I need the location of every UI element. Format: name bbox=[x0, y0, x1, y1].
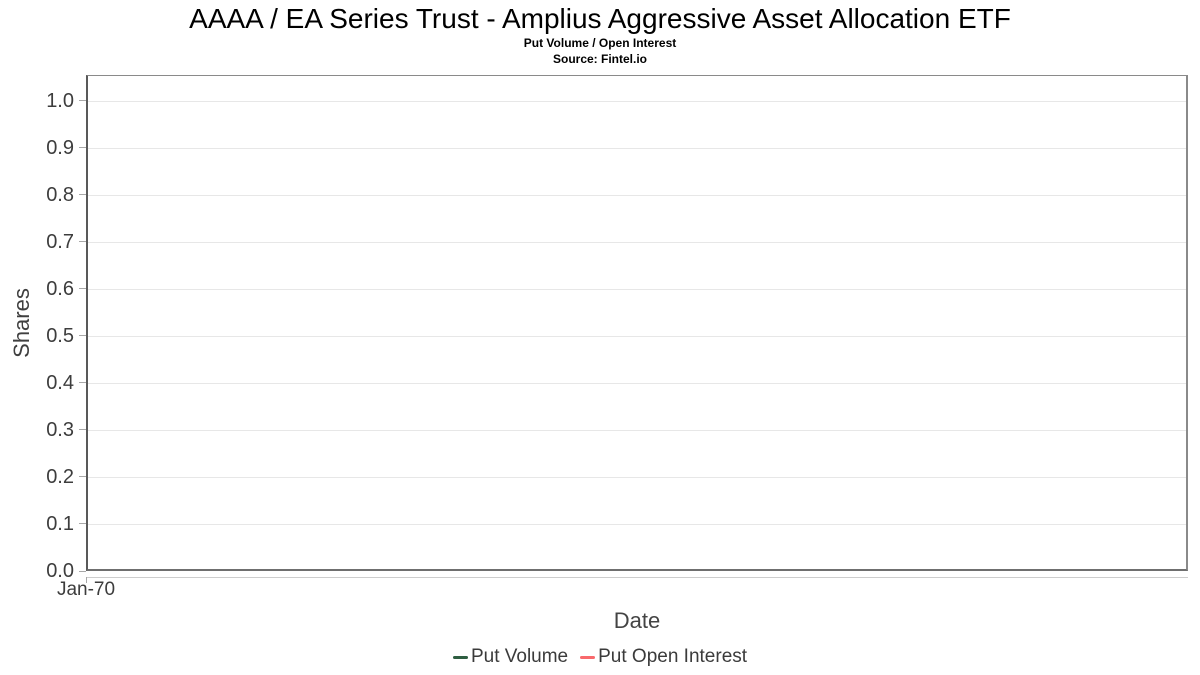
legend: Put Volume Put Open Interest bbox=[0, 646, 1200, 668]
x-axis-title: Date bbox=[613, 608, 661, 633]
x-tick-mark bbox=[86, 577, 87, 583]
y-tick-label: 0.9 bbox=[46, 136, 74, 159]
y-tick-label: 0.2 bbox=[46, 465, 74, 488]
y-gridline bbox=[88, 195, 1186, 197]
y-tick-label: 0.7 bbox=[46, 230, 74, 253]
x-tick-label: Jan-70 bbox=[56, 579, 116, 600]
y-tick-label: 0.3 bbox=[46, 418, 74, 441]
y-gridline bbox=[88, 101, 1186, 103]
y-tick-mark bbox=[79, 335, 86, 337]
y-gridline bbox=[88, 336, 1186, 338]
chart-title: AAAA / EA Series Trust - Amplius Aggress… bbox=[189, 3, 1011, 34]
chart-source: Source: Fintel.io bbox=[552, 52, 647, 66]
chart-subtitle: Put Volume / Open Interest bbox=[523, 36, 677, 50]
y-tick-label: 0.5 bbox=[46, 324, 74, 347]
y-tick-label: 0.4 bbox=[46, 371, 74, 394]
y-tick-mark bbox=[79, 523, 86, 525]
y-tick-label: 0.0 bbox=[46, 560, 74, 582]
y-gridline bbox=[88, 148, 1186, 150]
legend-line-swatch bbox=[452, 655, 468, 659]
legend-label: Put Volume bbox=[470, 646, 569, 667]
y-gridline bbox=[88, 477, 1186, 479]
y-tick-label: 0.6 bbox=[46, 277, 74, 300]
legend-line-swatch bbox=[580, 655, 596, 659]
y-tick-mark bbox=[79, 100, 86, 102]
legend-item[interactable]: Put Volume bbox=[452, 646, 569, 668]
y-tick-mark bbox=[79, 194, 86, 196]
y-gridline bbox=[88, 524, 1186, 526]
y-tick-mark bbox=[79, 476, 86, 478]
y-tick-mark bbox=[79, 570, 86, 572]
legend-item[interactable]: Put Open Interest bbox=[580, 646, 747, 668]
y-tick-label: 1.0 bbox=[46, 89, 74, 112]
y-tick-mark bbox=[79, 429, 86, 431]
y-tick-mark bbox=[79, 288, 86, 290]
y-tick-mark bbox=[79, 382, 86, 384]
y-tick-label: 0.1 bbox=[46, 512, 74, 535]
y-gridline bbox=[88, 289, 1186, 291]
plot-area[interactable] bbox=[86, 75, 1188, 571]
y-gridline bbox=[88, 242, 1186, 244]
y-gridline bbox=[88, 383, 1186, 385]
legend-label: Put Open Interest bbox=[598, 646, 748, 667]
y-gridline bbox=[88, 430, 1186, 432]
y-tick-label: 0.8 bbox=[46, 183, 74, 206]
y-tick-mark bbox=[79, 241, 86, 243]
y-tick-mark bbox=[79, 147, 86, 149]
x-axis-line bbox=[86, 577, 1188, 578]
